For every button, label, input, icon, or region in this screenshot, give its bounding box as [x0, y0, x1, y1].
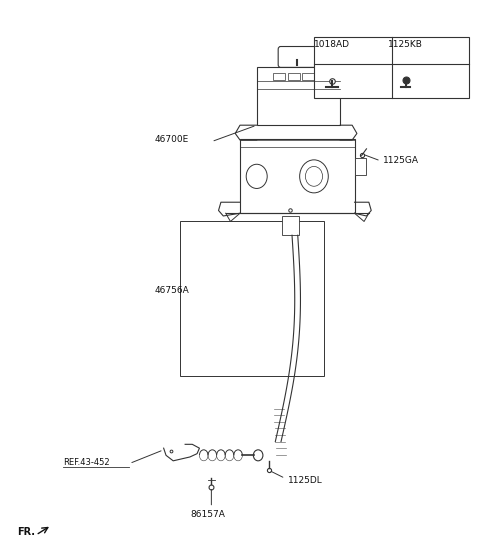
Text: 1018AD: 1018AD	[314, 40, 350, 49]
Text: 46756A: 46756A	[154, 286, 189, 295]
Text: 1125KB: 1125KB	[388, 40, 423, 49]
Text: 1125GA: 1125GA	[383, 155, 419, 165]
Bar	[240, 139, 355, 213]
Bar	[288, 73, 300, 80]
Text: REF.43-452: REF.43-452	[63, 458, 110, 467]
Text: 1125DL: 1125DL	[288, 476, 323, 485]
Text: 46700E: 46700E	[154, 135, 188, 144]
Text: FR.: FR.	[17, 527, 35, 537]
Bar	[274, 73, 285, 80]
FancyBboxPatch shape	[278, 46, 316, 67]
Bar	[180, 222, 324, 375]
Bar	[257, 67, 340, 125]
Bar	[355, 158, 366, 175]
Bar	[302, 73, 314, 80]
Text: 86157A: 86157A	[190, 510, 225, 519]
Bar	[316, 73, 328, 80]
Bar	[281, 216, 299, 235]
Bar	[314, 37, 469, 98]
